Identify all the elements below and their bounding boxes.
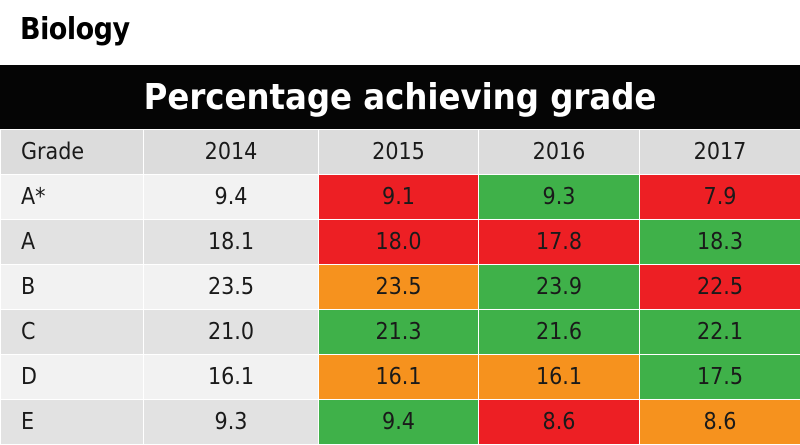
column-header-grade: Grade	[1, 130, 144, 175]
column-header-2017: 2017	[640, 130, 800, 175]
value-cell-2015: 16.1	[319, 355, 479, 400]
value-cell-2016: 17.8	[479, 220, 640, 265]
value-cell-2014: 9.4	[144, 175, 319, 220]
value-cell-2015: 9.4	[319, 400, 479, 445]
value-cell-2017: 17.5	[640, 355, 800, 400]
value-cell-2016: 21.6	[479, 310, 640, 355]
value-cell-2014: 18.1	[144, 220, 319, 265]
value-cell-2016: 16.1	[479, 355, 640, 400]
value-cell-2017: 22.5	[640, 265, 800, 310]
value-cell-2015: 21.3	[319, 310, 479, 355]
grade-cell: D	[1, 355, 144, 400]
value-cell-2016: 8.6	[479, 400, 640, 445]
value-cell-2015: 18.0	[319, 220, 479, 265]
grade-cell: B	[1, 265, 144, 310]
value-cell-2016: 9.3	[479, 175, 640, 220]
value-cell-2014: 21.0	[144, 310, 319, 355]
value-cell-2015: 23.5	[319, 265, 479, 310]
value-cell-2016: 23.9	[479, 265, 640, 310]
column-header-2016: 2016	[479, 130, 640, 175]
value-cell-2014: 9.3	[144, 400, 319, 445]
table-banner: Percentage achieving grade	[0, 65, 800, 129]
subject-title: Biology	[20, 12, 130, 47]
column-header-2015: 2015	[319, 130, 479, 175]
value-cell-2017: 18.3	[640, 220, 800, 265]
value-cell-2014: 23.5	[144, 265, 319, 310]
value-cell-2017: 7.9	[640, 175, 800, 220]
grade-cell: E	[1, 400, 144, 445]
grade-cell: A	[1, 220, 144, 265]
header-row: Grade 2014 2015 2016 2017	[1, 130, 800, 175]
value-cell-2017: 22.1	[640, 310, 800, 355]
value-cell-2015: 9.1	[319, 175, 479, 220]
column-header-2014: 2014	[144, 130, 319, 175]
grade-cell: C	[1, 310, 144, 355]
value-cell-2014: 16.1	[144, 355, 319, 400]
grade-cell: A*	[1, 175, 144, 220]
value-cell-2017: 8.6	[640, 400, 800, 445]
